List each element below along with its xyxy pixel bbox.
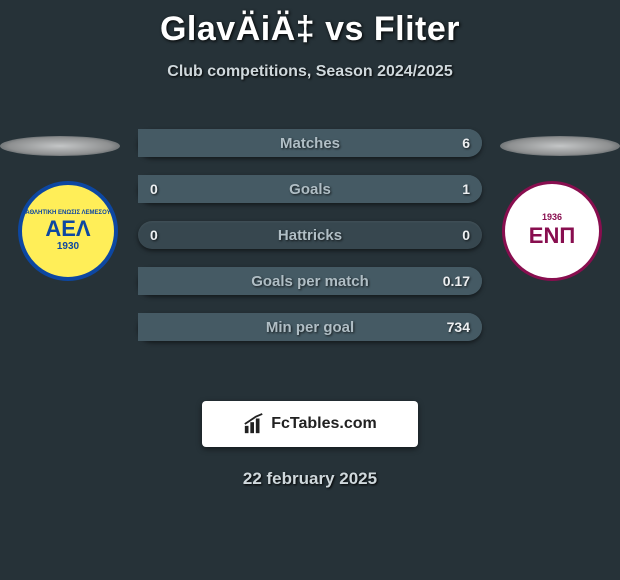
club-logo-left-inner: ΑΘΛΗΤΙΚΗ ΕΝΩΣΙΣ ΛΕΜΕΣΟΥ ΑΕΛ 1930 <box>25 210 110 252</box>
player-shadow-right <box>500 136 620 156</box>
club-left-abbrev: ΑΕΛ <box>25 217 110 241</box>
stat-label: Hattricks <box>278 227 342 244</box>
comparison-area: ΑΘΛΗΤΙΚΗ ΕΝΩΣΙΣ ΛΕΜΕΣΟΥ ΑΕΛ 1930 1936 ΕΝ… <box>0 121 620 391</box>
club-right-abbrev: ΕΝΠ <box>529 223 575 249</box>
club-left-year: 1930 <box>57 241 79 252</box>
stat-value-right: 6 <box>462 135 470 151</box>
chart-icon <box>243 413 265 435</box>
stat-label: Min per goal <box>266 319 354 336</box>
stat-row: 0 Hattricks 0 <box>138 221 482 249</box>
stat-row: Matches 6 <box>138 129 482 157</box>
stat-value-right: 0.17 <box>443 273 470 289</box>
stats-column: Matches 6 0 Goals 1 0 Hattricks 0 Goals per matc… <box>138 129 482 359</box>
club-logo-left[interactable]: ΑΘΛΗΤΙΚΗ ΕΝΩΣΙΣ ΛΕΜΕΣΟΥ ΑΕΛ 1930 <box>18 181 118 281</box>
stat-value-right: 734 <box>447 319 470 335</box>
stat-value-left: 0 <box>150 181 158 197</box>
stat-value-right: 1 <box>462 181 470 197</box>
page-title: GlavÄiÄ‡ vs Fliter <box>0 0 620 49</box>
brand-text: FcTables.com <box>271 415 377 433</box>
date-label: 22 february 2025 <box>0 469 620 489</box>
player-shadow-left <box>0 136 120 156</box>
stat-row: 0 Goals 1 <box>138 175 482 203</box>
stat-row: Min per goal 734 <box>138 313 482 341</box>
stat-value-left: 0 <box>150 227 158 243</box>
stat-row: Goals per match 0.17 <box>138 267 482 295</box>
stat-label: Goals per match <box>251 273 369 290</box>
stat-value-right: 0 <box>462 227 470 243</box>
club-right-year: 1936 <box>542 212 562 222</box>
subtitle: Club competitions, Season 2024/2025 <box>0 63 620 81</box>
club-logo-right[interactable]: 1936 ΕΝΠ <box>502 181 602 281</box>
stat-label: Matches <box>280 135 340 152</box>
brand-box[interactable]: FcTables.com <box>202 401 418 447</box>
stat-label: Goals <box>289 181 331 198</box>
club-logo-right-inner: 1936 ΕΝΠ <box>529 212 575 249</box>
